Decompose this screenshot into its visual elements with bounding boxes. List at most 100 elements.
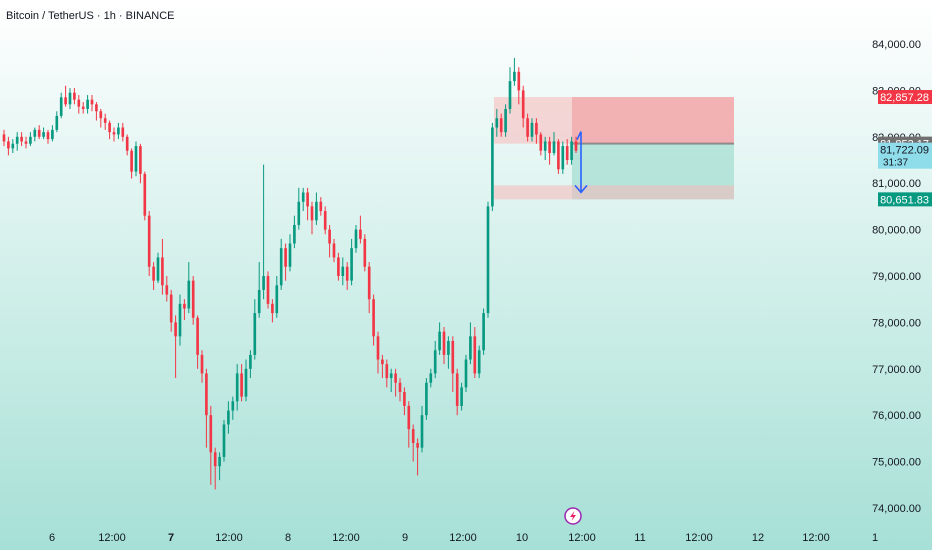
candle-body bbox=[491, 127, 494, 207]
candle-body bbox=[543, 141, 547, 151]
candle-body bbox=[310, 206, 314, 221]
candle-body bbox=[222, 424, 226, 457]
candle-body bbox=[504, 108, 507, 133]
candle-body bbox=[227, 410, 230, 425]
candle-body bbox=[240, 373, 243, 397]
y-tick-label: 74,000.00 bbox=[872, 503, 921, 515]
candle-body bbox=[288, 243, 292, 267]
candle-body bbox=[535, 122, 538, 135]
candle-body bbox=[315, 201, 318, 221]
price-labels: 82,857.2881,853.1781,722.0931:3780,651.8… bbox=[878, 90, 932, 207]
position-zones[interactable] bbox=[494, 97, 734, 200]
candle-body bbox=[139, 146, 142, 174]
candle-body bbox=[319, 201, 323, 212]
candle-body bbox=[499, 118, 503, 133]
x-tick-label: 12:00 bbox=[332, 532, 360, 544]
candle-body bbox=[147, 215, 151, 267]
candle-body bbox=[328, 229, 331, 244]
y-tick-label: 75,000.00 bbox=[872, 457, 921, 469]
candle-body bbox=[20, 136, 23, 142]
x-tick-label: 12:00 bbox=[98, 532, 126, 544]
candle-body bbox=[196, 317, 199, 355]
candle-body bbox=[301, 192, 305, 202]
x-tick-label: 12:00 bbox=[449, 532, 477, 544]
candle-body bbox=[235, 373, 239, 402]
candle-body bbox=[77, 99, 81, 107]
candle-body bbox=[530, 122, 534, 137]
candle-body bbox=[385, 364, 389, 379]
candle-body bbox=[429, 373, 433, 383]
candle-body bbox=[51, 129, 54, 140]
current-price-tag-bg bbox=[878, 142, 932, 169]
candle-body bbox=[486, 206, 490, 314]
y-tick-label: 79,000.00 bbox=[872, 271, 921, 283]
y-tick-label: 78,000.00 bbox=[872, 317, 921, 329]
lower-zone[interactable] bbox=[494, 185, 734, 200]
candle-body bbox=[425, 382, 428, 416]
candle-body bbox=[86, 99, 89, 109]
candle-body bbox=[354, 229, 358, 249]
candle-body bbox=[178, 303, 182, 337]
candle-body bbox=[112, 132, 116, 135]
candle-body bbox=[332, 243, 336, 258]
candle-body bbox=[169, 294, 173, 323]
candle-body bbox=[473, 336, 477, 374]
candle-body bbox=[11, 143, 15, 149]
short-arrow[interactable] bbox=[574, 131, 588, 194]
lightning-icon[interactable] bbox=[564, 507, 582, 525]
candle-body bbox=[244, 368, 248, 397]
candle-body bbox=[130, 150, 133, 172]
candle-body bbox=[359, 229, 362, 239]
x-tick-label: 12 bbox=[752, 532, 764, 544]
stop-zone-right[interactable] bbox=[572, 97, 734, 144]
candle-body bbox=[125, 136, 129, 151]
candle-body bbox=[279, 248, 283, 286]
candle-body bbox=[266, 276, 270, 304]
x-tick-label: 10 bbox=[516, 532, 528, 544]
y-tick-label: 76,000.00 bbox=[872, 410, 921, 422]
stop-zone-left[interactable] bbox=[494, 97, 734, 144]
candle-body bbox=[156, 257, 160, 281]
x-tick-label: 12:00 bbox=[568, 532, 596, 544]
candle-body bbox=[271, 303, 274, 314]
candle-body bbox=[420, 415, 424, 448]
candle-body bbox=[24, 141, 28, 144]
y-tick-label: 77,000.00 bbox=[872, 364, 921, 376]
candle-body bbox=[433, 350, 437, 374]
candle-body bbox=[90, 99, 94, 105]
candle-body bbox=[99, 111, 103, 119]
stop-price-tag-bg bbox=[878, 90, 932, 105]
time-axis[interactable]: 6 12:00 7 12:00 8 12:00 9 12:00 10 12:00 11 12:00 12… bbox=[49, 532, 878, 544]
candle-body bbox=[539, 134, 543, 151]
candle-body bbox=[134, 146, 138, 172]
y-tick-label: 80,000.00 bbox=[872, 225, 921, 237]
candle-body bbox=[81, 106, 85, 109]
candle-body bbox=[323, 211, 327, 230]
candle-body bbox=[469, 336, 472, 360]
candle-body bbox=[306, 192, 309, 207]
candle-body bbox=[183, 303, 186, 309]
candles-group bbox=[2, 57, 578, 490]
candle-body bbox=[205, 373, 208, 416]
candle-body bbox=[59, 97, 63, 116]
candle-body bbox=[363, 238, 367, 267]
stop-price-tag: 82,857.28 bbox=[880, 92, 929, 104]
candle-body bbox=[275, 285, 279, 314]
candle-body bbox=[213, 452, 217, 467]
candle-body bbox=[187, 280, 191, 309]
chart-title: Bitcoin / TetherUS · 1h · BINANCE bbox=[6, 10, 175, 22]
y-tick-label: 84,000.00 bbox=[872, 39, 921, 51]
candle-body bbox=[495, 118, 499, 128]
x-tick-label: 8 bbox=[285, 532, 291, 544]
x-tick-label: 6 bbox=[49, 532, 55, 544]
candle-body bbox=[561, 146, 565, 170]
candle-body bbox=[508, 81, 512, 109]
x-tick-label: 7 bbox=[168, 532, 174, 544]
candle-body bbox=[161, 257, 164, 286]
candle-body bbox=[552, 141, 556, 154]
candle-body bbox=[297, 201, 301, 225]
candle-body bbox=[262, 276, 265, 290]
candle-body bbox=[218, 456, 221, 467]
